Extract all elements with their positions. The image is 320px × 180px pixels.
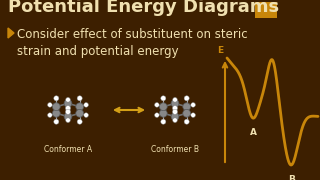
Circle shape <box>66 98 70 102</box>
Circle shape <box>184 96 189 101</box>
Circle shape <box>66 106 70 111</box>
Text: Potential Energy Diagrams: Potential Energy Diagrams <box>8 0 279 16</box>
Circle shape <box>183 103 191 111</box>
Circle shape <box>184 119 189 124</box>
Circle shape <box>66 118 70 123</box>
FancyBboxPatch shape <box>255 2 277 18</box>
Circle shape <box>52 103 60 111</box>
Text: A: A <box>250 128 257 137</box>
Circle shape <box>171 113 179 120</box>
Circle shape <box>77 96 82 101</box>
Circle shape <box>84 113 88 117</box>
Circle shape <box>155 113 159 117</box>
Circle shape <box>172 106 178 111</box>
Text: B: B <box>288 175 294 180</box>
Text: Consider effect of substituent on steric
strain and potential energy: Consider effect of substituent on steric… <box>17 28 248 58</box>
Circle shape <box>171 100 179 107</box>
Circle shape <box>173 98 177 102</box>
Circle shape <box>48 113 52 117</box>
Circle shape <box>155 103 159 107</box>
Circle shape <box>161 96 166 101</box>
Circle shape <box>66 109 70 114</box>
Circle shape <box>54 96 59 101</box>
Circle shape <box>161 119 166 124</box>
Circle shape <box>183 109 191 117</box>
Circle shape <box>84 103 88 107</box>
Circle shape <box>52 109 60 117</box>
Circle shape <box>159 109 167 117</box>
Circle shape <box>54 119 59 124</box>
Circle shape <box>48 103 52 107</box>
Circle shape <box>77 119 82 124</box>
Polygon shape <box>8 28 14 38</box>
Circle shape <box>191 113 196 117</box>
Circle shape <box>159 103 167 111</box>
Circle shape <box>76 109 84 117</box>
Circle shape <box>76 103 84 111</box>
Circle shape <box>172 109 178 114</box>
Text: Conformer B: Conformer B <box>151 145 199 154</box>
Circle shape <box>173 118 177 123</box>
Circle shape <box>64 113 72 120</box>
Circle shape <box>191 103 196 107</box>
Text: E: E <box>217 46 223 55</box>
Text: Conformer A: Conformer A <box>44 145 92 154</box>
Circle shape <box>64 100 72 107</box>
